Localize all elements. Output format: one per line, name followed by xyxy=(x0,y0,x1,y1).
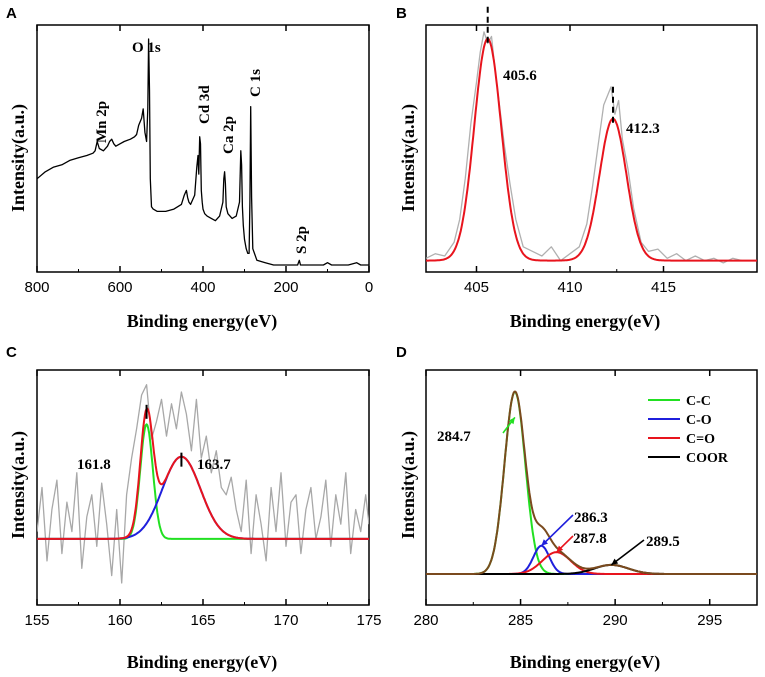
panel-label-a: A xyxy=(6,5,17,22)
x-tick-label: 415 xyxy=(651,279,676,296)
series-group xyxy=(37,38,369,266)
legend-label-coor: COOR xyxy=(686,451,729,466)
annotation-arrowhead xyxy=(541,539,549,546)
x-tick-label: 175 xyxy=(356,612,381,629)
series-line-envelope xyxy=(426,390,757,575)
x-tick-label: 600 xyxy=(107,279,132,296)
peak-label-412-3: 412.3 xyxy=(626,121,660,137)
x-tick-label: 295 xyxy=(697,612,722,629)
peak-label-405-6: 405.6 xyxy=(503,68,537,84)
panel-b-n1s-spectrum: 405 410 415 405.6 412.3 Binding energy(eV)… xyxy=(398,6,758,332)
panel-a-survey-spectrum: 800 600 400 200 0 O 1s Mn 2p Cd 3d Ca 2p C 1… xyxy=(8,24,373,332)
panel-b-plot-area: 405 410 415 xyxy=(425,6,758,296)
peak-label-286-3: 286.3 xyxy=(574,510,608,526)
peak-label-161-8: 161.8 xyxy=(77,457,111,473)
x-tick-label: 285 xyxy=(508,612,533,629)
panel-label-d: D xyxy=(396,344,407,361)
series-line-c-o xyxy=(426,551,757,575)
series-group xyxy=(37,384,369,584)
panel-a-plot-area: 800 600 400 200 0 xyxy=(24,24,373,296)
panel-c-plot-area: 155 160 165 170 175 xyxy=(24,369,382,629)
x-tick-label: 155 xyxy=(24,612,49,629)
x-tick-label: 200 xyxy=(273,279,298,296)
peak-label-287-8: 287.8 xyxy=(573,531,607,547)
annotation-arrowhead xyxy=(611,558,619,565)
annotation-arrow xyxy=(610,539,645,566)
x-tick-label: 400 xyxy=(190,279,215,296)
x-tick-label: 290 xyxy=(603,612,628,629)
panel-a-x-axis-label: Binding energy(eV) xyxy=(127,311,278,332)
panel-b-y-axis-label: Intensity(a.u.) xyxy=(398,104,419,212)
series-line-raw xyxy=(426,31,754,264)
series-line-envelope xyxy=(37,407,369,540)
series-line-raw xyxy=(37,384,369,584)
x-tick-label: 800 xyxy=(24,279,49,296)
plot-frame xyxy=(36,369,370,606)
series-group xyxy=(426,31,757,264)
legend-label-c-c: C-C xyxy=(686,394,711,409)
x-tick-label: 170 xyxy=(273,612,298,629)
peak-label-o1s: O 1s xyxy=(132,40,161,56)
peak-label-ca2p: Ca 2p xyxy=(221,116,237,154)
legend-label-c-o: C-O xyxy=(686,413,712,428)
x-tick-label: 0 xyxy=(365,279,373,296)
peak-label-cd3d: Cd 3d xyxy=(197,85,213,124)
peak-label-c1s: C 1s xyxy=(248,69,264,97)
peak-label-284-7: 284.7 xyxy=(437,429,471,445)
panel-d-x-axis-label: Binding energy(eV) xyxy=(510,652,661,673)
panel-label-c: C xyxy=(6,344,17,361)
x-tick-label: 405 xyxy=(464,279,489,296)
series-line-survey xyxy=(37,38,369,266)
peak-label-289-5: 289.5 xyxy=(646,534,680,550)
panel-c-s2p-spectrum: 155 160 165 170 175 161.8 163.7 Binding ener… xyxy=(8,369,382,673)
series-group xyxy=(426,390,757,575)
plot-frame xyxy=(425,369,758,606)
panel-c-x-axis-label: Binding energy(eV) xyxy=(127,652,278,673)
plot-frame xyxy=(425,24,758,273)
panel-a-y-axis-label: Intensity(a.u.) xyxy=(8,104,29,212)
peak-label-s2p: S 2p xyxy=(294,226,310,254)
panel-d-plot-area: 280 285 290 295 xyxy=(413,369,758,629)
legend-label-c-eq-o: C=O xyxy=(686,432,715,447)
series-line-fit xyxy=(426,37,757,262)
peak-label-163-7: 163.7 xyxy=(197,457,231,473)
plot-frame xyxy=(36,24,370,273)
panel-d-y-axis-label: Intensity(a.u.) xyxy=(398,431,419,539)
annotation-arrowhead xyxy=(556,545,564,553)
panel-label-b: B xyxy=(396,5,407,22)
annotation-arrow xyxy=(540,514,574,547)
x-tick-label: 410 xyxy=(557,279,582,296)
peak-label-mn2p: Mn 2p xyxy=(94,101,110,143)
annotation-arrowhead xyxy=(508,417,515,425)
x-tick-label: 280 xyxy=(413,612,438,629)
panel-c-y-axis-label: Intensity(a.u.) xyxy=(8,431,29,539)
x-tick-label: 160 xyxy=(107,612,132,629)
panel-b-x-axis-label: Binding energy(eV) xyxy=(510,311,661,332)
panel-d-c1s-spectrum: 280 285 290 295 284.7 286.3 287.8 289.5 C-C… xyxy=(398,369,758,673)
x-tick-label: 165 xyxy=(190,612,215,629)
